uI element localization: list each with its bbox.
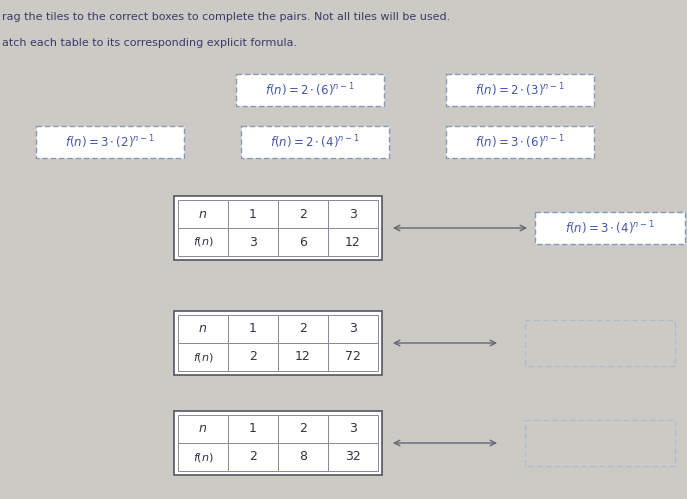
Text: $f(n) = 2 \cdot (4)^{n-1}$: $f(n) = 2 \cdot (4)^{n-1}$ — [270, 133, 360, 151]
Text: 3: 3 — [349, 208, 357, 221]
Text: 1: 1 — [249, 208, 257, 221]
Bar — [278, 228, 328, 256]
Bar — [178, 228, 228, 256]
Text: 2: 2 — [299, 208, 307, 221]
Text: $n$: $n$ — [199, 208, 207, 221]
Text: 2: 2 — [249, 451, 257, 464]
Bar — [525, 320, 675, 366]
FancyBboxPatch shape — [236, 74, 384, 106]
Bar — [328, 415, 378, 443]
Text: $n$: $n$ — [199, 423, 207, 436]
Bar — [328, 228, 378, 256]
Bar — [174, 311, 382, 375]
Text: 2: 2 — [249, 350, 257, 363]
Text: $n$: $n$ — [199, 322, 207, 335]
Text: $f(n) = 2 \cdot (3)^{n-1}$: $f(n) = 2 \cdot (3)^{n-1}$ — [475, 81, 565, 99]
Text: 32: 32 — [345, 451, 361, 464]
Text: 8: 8 — [299, 451, 307, 464]
Text: $f(n) = 3 \cdot (4)^{n-1}$: $f(n) = 3 \cdot (4)^{n-1}$ — [565, 219, 655, 237]
Bar — [178, 343, 228, 371]
Text: 3: 3 — [249, 236, 257, 249]
FancyBboxPatch shape — [241, 126, 389, 158]
Bar — [278, 415, 328, 443]
Text: atch each table to its corresponding explicit formula.: atch each table to its corresponding exp… — [2, 38, 297, 48]
Bar — [178, 200, 228, 228]
Text: 72: 72 — [345, 350, 361, 363]
FancyBboxPatch shape — [535, 212, 685, 244]
Bar — [278, 200, 328, 228]
Bar — [328, 200, 378, 228]
Text: $f(n)$: $f(n)$ — [192, 236, 214, 249]
Text: 2: 2 — [299, 322, 307, 335]
Bar — [278, 443, 328, 471]
Text: 12: 12 — [345, 236, 361, 249]
Text: $f(n) = 2 \cdot (6)^{n-1}$: $f(n) = 2 \cdot (6)^{n-1}$ — [265, 81, 354, 99]
Bar — [278, 315, 328, 343]
Text: 3: 3 — [349, 423, 357, 436]
Text: $f(n)$: $f(n)$ — [192, 350, 214, 363]
Bar — [174, 196, 382, 260]
Bar — [178, 415, 228, 443]
Text: $f(n) = 3 \cdot (6)^{n-1}$: $f(n) = 3 \cdot (6)^{n-1}$ — [475, 133, 565, 151]
Bar — [328, 315, 378, 343]
Bar — [328, 443, 378, 471]
Bar — [228, 343, 278, 371]
Bar — [174, 411, 382, 475]
Bar — [228, 415, 278, 443]
Text: 1: 1 — [249, 423, 257, 436]
Text: rag the tiles to the correct boxes to complete the pairs. Not all tiles will be : rag the tiles to the correct boxes to co… — [2, 12, 450, 22]
FancyBboxPatch shape — [446, 74, 594, 106]
Bar — [525, 420, 675, 466]
FancyBboxPatch shape — [36, 126, 184, 158]
Bar — [178, 443, 228, 471]
Bar — [228, 228, 278, 256]
Bar — [228, 443, 278, 471]
Bar — [228, 315, 278, 343]
Bar — [178, 315, 228, 343]
Text: 2: 2 — [299, 423, 307, 436]
Text: 6: 6 — [299, 236, 307, 249]
Text: $f(n) = 3 \cdot (2)^{n-1}$: $f(n) = 3 \cdot (2)^{n-1}$ — [65, 133, 155, 151]
Bar — [328, 343, 378, 371]
Bar — [278, 343, 328, 371]
FancyBboxPatch shape — [446, 126, 594, 158]
Bar — [228, 200, 278, 228]
Text: 1: 1 — [249, 322, 257, 335]
Text: $f(n)$: $f(n)$ — [192, 451, 214, 464]
Text: 3: 3 — [349, 322, 357, 335]
Text: 12: 12 — [295, 350, 311, 363]
